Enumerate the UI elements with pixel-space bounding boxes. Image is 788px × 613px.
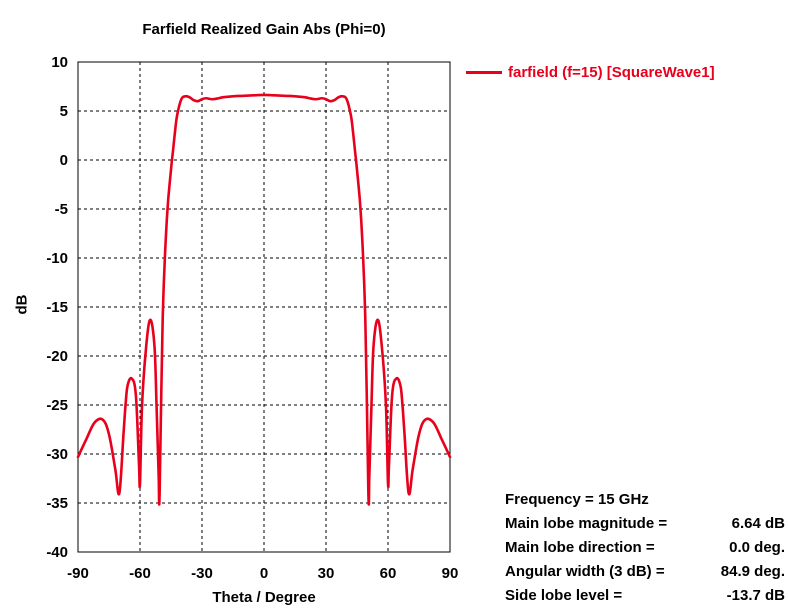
y-tick-label: -5 (55, 201, 68, 218)
summary-value: 84.9 deg. (720, 563, 785, 580)
summary-row-main-lobe-magnitude: Main lobe magnitude = 6.64 dB (505, 512, 785, 536)
x-tick-label: 0 (260, 565, 268, 582)
farfield-summary: Frequency = 15 GHz Main lobe magnitude =… (505, 488, 785, 608)
summary-label: Main lobe magnitude = (505, 515, 668, 532)
y-tick-label: -20 (46, 348, 68, 365)
legend-label-farfield: farfield (f=15) [SquareWave1] (508, 64, 715, 81)
y-axis-label: dB (13, 294, 31, 315)
y-tick-label: 10 (51, 54, 68, 71)
y-tick-label: 0 (60, 152, 68, 169)
summary-row-angular-width: Angular width (3 dB) = 84.9 deg. (505, 560, 785, 584)
plot-area-frame (77, 61, 451, 553)
summary-row-frequency: Frequency = 15 GHz (505, 488, 785, 512)
y-tick-label: -40 (46, 544, 68, 561)
series-line-farfield (76, 93, 452, 506)
y-tick-label: -10 (46, 250, 68, 267)
x-tick-label: -30 (191, 565, 213, 582)
legend-swatch-farfield (466, 71, 502, 74)
x-tick-label: -60 (129, 565, 151, 582)
y-tick-label: -15 (46, 299, 68, 316)
summary-frequency: Frequency = 15 GHz (505, 491, 649, 508)
summary-row-main-lobe-direction: Main lobe direction = 0.0 deg. (505, 536, 785, 560)
summary-label: Angular width (3 dB) = (505, 563, 665, 580)
summary-row-side-lobe-level: Side lobe level = -13.7 dB (505, 584, 785, 608)
axis-ticks: -90 -60 -30 0 30 60 90 10 5 0 -5 -10 -15 -20 -25 -30 -35… (46, 54, 458, 582)
summary-value: 6.64 dB (731, 515, 785, 532)
x-tick-label: 30 (318, 565, 335, 582)
y-tick-label: -35 (46, 495, 68, 512)
summary-label: Side lobe level = (505, 587, 623, 604)
chart-title: Farfield Realized Gain Abs (Phi=0) (142, 21, 386, 38)
summary-value: 0.0 deg. (729, 539, 785, 556)
x-tick-label: 60 (380, 565, 397, 582)
x-axis-label: Theta / Degree (212, 589, 316, 606)
y-tick-label: -25 (46, 397, 68, 414)
summary-value: -13.7 dB (726, 587, 785, 604)
summary-label: Main lobe direction = (505, 539, 655, 556)
grid-lines (78, 62, 450, 552)
y-tick-label: 5 (60, 103, 68, 120)
y-tick-label: -30 (46, 446, 68, 463)
x-tick-label: 90 (442, 565, 459, 582)
x-tick-label: -90 (67, 565, 89, 582)
legend: farfield (f=15) [SquareWave1] (466, 64, 715, 81)
